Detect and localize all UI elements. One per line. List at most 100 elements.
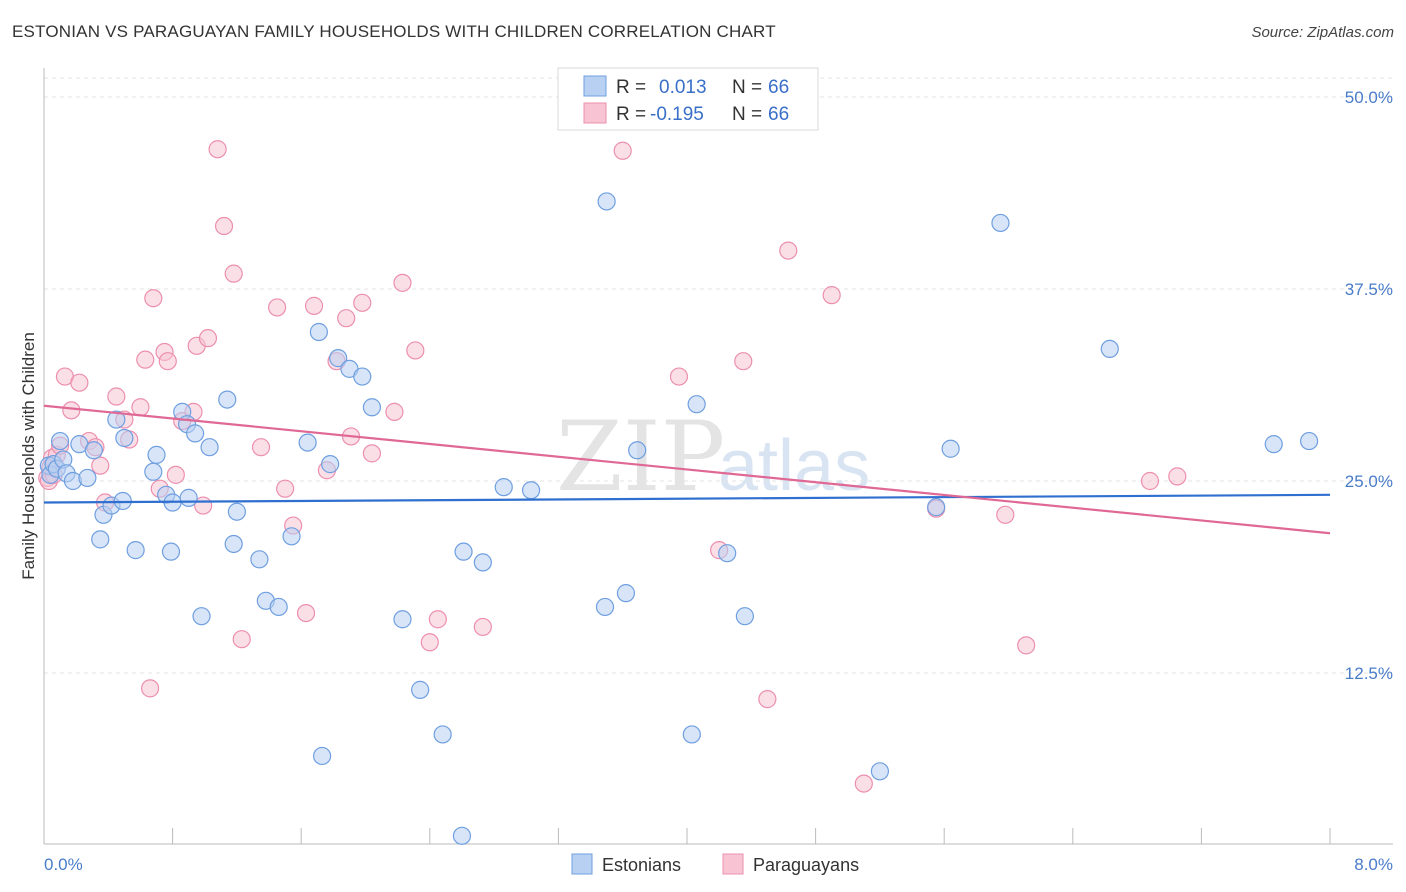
bottom-legend-swatch-paraguayans: [722, 853, 744, 875]
legend-n-label-paraguayans: N =: [732, 104, 762, 125]
data-point-estonian: [84, 441, 103, 460]
x-tick-label-min: 0.0%: [44, 855, 83, 874]
y-tick-label: 37.5%: [1345, 280, 1393, 299]
data-point-estonian: [91, 530, 110, 549]
data-point-paraguayan: [385, 402, 404, 421]
data-point-estonian: [50, 431, 70, 451]
data-point-paraguayan: [144, 289, 163, 308]
legend-n-value-estonians: 66: [768, 77, 789, 98]
data-point-paraguayan: [428, 610, 447, 629]
data-point-estonian: [494, 478, 513, 497]
legend-swatch-paraguayans: [583, 102, 607, 124]
data-point-paraguayan: [166, 465, 185, 484]
data-point-paraguayan: [362, 444, 382, 463]
data-point-estonian: [224, 534, 243, 554]
trend-line-estonians: [43, 493, 1331, 504]
data-point-paraguayan: [224, 264, 243, 283]
data-point-paraguayan: [140, 679, 160, 698]
data-point-estonian: [454, 542, 473, 561]
data-point-paraguayan: [296, 603, 316, 623]
data-point-paraguayan: [1017, 636, 1036, 655]
data-point-estonian: [298, 433, 317, 452]
data-point-estonian: [186, 424, 205, 443]
data-point-paraguayan: [208, 140, 227, 159]
data-point-paraguayan: [276, 479, 295, 498]
data-point-estonian: [269, 597, 288, 617]
data-point-estonian: [144, 462, 163, 481]
data-point-paraguayan: [822, 286, 841, 305]
data-point-estonian: [393, 610, 412, 629]
trend-lines: [43, 404, 1331, 535]
data-point-estonian: [735, 607, 754, 626]
data-point-paraguayan: [304, 296, 324, 315]
data-point-paraguayan: [854, 774, 873, 793]
data-point-estonian: [329, 349, 348, 368]
data-point-estonian: [353, 367, 372, 386]
series-legend: Estonians Paraguayans: [571, 853, 859, 875]
legend-r-value-paraguayans: -0.195: [650, 104, 704, 125]
data-point-estonian: [991, 213, 1010, 233]
data-point-estonian: [312, 746, 332, 766]
data-point-paraguayan: [996, 505, 1015, 524]
legend-r-label-paraguayans: R =: [616, 104, 646, 125]
data-point-estonian: [1100, 339, 1119, 359]
data-point-paraguayan: [214, 216, 234, 236]
bottom-legend-label-paraguayans: Paraguayans: [753, 855, 859, 875]
source-credit: Source: ZipAtlas.com: [1251, 24, 1394, 41]
data-point-paraguayan: [1140, 471, 1160, 491]
data-point-paraguayan: [473, 617, 492, 637]
y-tick-label: 50.0%: [1345, 88, 1393, 107]
data-point-paraguayan: [158, 352, 177, 371]
data-point-estonian: [521, 481, 541, 500]
data-point-paraguayan: [198, 329, 218, 348]
y-tick-labels: 12.5% 25.0% 37.5% 50.0%: [1345, 88, 1393, 683]
data-point-paraguayan: [107, 387, 126, 406]
data-point-estonian: [227, 502, 246, 521]
trend-line-paraguayans: [43, 404, 1331, 535]
data-point-estonian: [941, 439, 960, 458]
data-point-estonian: [107, 410, 126, 429]
data-point-estonian: [309, 322, 328, 342]
data-point-paraguayan: [353, 293, 372, 312]
data-point-paraguayan: [669, 367, 689, 386]
data-point-estonian: [595, 597, 615, 617]
data-point-estonian: [682, 725, 701, 744]
data-point-paraguayan: [131, 398, 150, 417]
data-point-paraguayan: [1168, 467, 1187, 486]
bottom-legend-label-estonians: Estonians: [602, 855, 681, 875]
data-point-paraguayan: [734, 352, 753, 371]
data-point-estonian: [147, 445, 166, 464]
data-point-estonian: [452, 826, 472, 845]
data-point-estonian: [616, 584, 636, 603]
series-estonians: [39, 192, 1319, 845]
data-point-estonian: [433, 725, 452, 744]
watermark-atlas: atlas: [718, 426, 870, 506]
data-point-paraguayan: [758, 690, 777, 709]
data-point-paraguayan: [613, 141, 632, 160]
y-tick-label: 12.5%: [1345, 664, 1393, 683]
data-point-paraguayan: [232, 630, 251, 649]
data-point-paraguayan: [70, 373, 89, 392]
data-point-paraguayan: [136, 350, 155, 369]
data-point-estonian: [362, 398, 382, 417]
data-point-estonian: [628, 441, 647, 460]
data-point-estonian: [473, 553, 492, 572]
data-point-estonian: [1300, 431, 1319, 451]
y-axis-label: Family Households with Children: [19, 332, 38, 580]
chart-title: ESTONIAN VS PARAGUAYAN FAMILY HOUSEHOLDS…: [12, 22, 776, 41]
data-point-estonian: [321, 455, 340, 474]
legend-n-label-estonians: N =: [732, 77, 762, 98]
data-point-paraguayan: [393, 273, 412, 292]
x-tick-label-max: 8.0%: [1354, 855, 1393, 874]
data-point-estonian: [126, 541, 145, 560]
data-point-estonian: [687, 395, 706, 414]
data-point-estonian: [597, 192, 616, 211]
data-point-estonian: [250, 550, 269, 569]
data-point-estonian: [179, 488, 198, 507]
legend-r-label-estonians: R =: [616, 77, 646, 98]
data-point-paraguayan: [779, 241, 798, 260]
y-tick-label: 25.0%: [1345, 472, 1393, 491]
data-point-estonian: [192, 607, 211, 626]
data-point-paraguayan: [267, 298, 287, 317]
